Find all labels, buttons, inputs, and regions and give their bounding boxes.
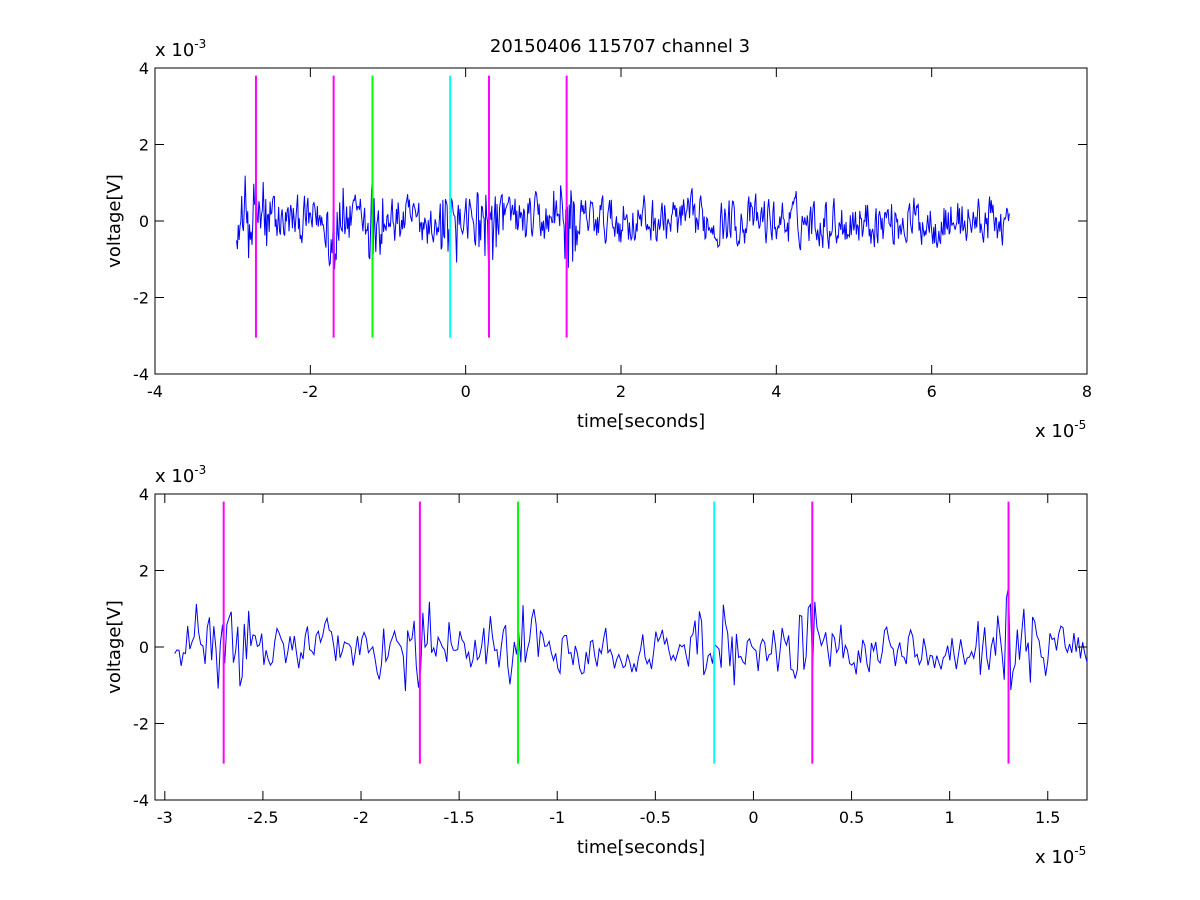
y-tick-label: 2	[139, 136, 149, 155]
x-tick-label: 1	[945, 808, 955, 827]
y-tick-label: 0	[139, 212, 149, 231]
x-exponent-label: x 10-5	[1035, 418, 1086, 442]
x-tick-label: -2	[353, 808, 369, 827]
y-tick-label: 4	[139, 485, 149, 504]
x-tick-label: -1	[549, 808, 565, 827]
x-tick-label: 0.5	[839, 808, 864, 827]
figure-title: 20150406 115707 channel 3	[490, 36, 750, 57]
x-tick-label: 8	[1082, 382, 1092, 401]
x-tick-label: 0	[748, 808, 758, 827]
signal-trace	[236, 175, 1010, 270]
signal-trace	[174, 586, 1087, 692]
y-axis-label: voltage[V]	[104, 600, 125, 694]
y-tick-label: 2	[139, 562, 149, 581]
x-tick-label: 6	[927, 382, 937, 401]
x-tick-label: 2	[616, 382, 626, 401]
x-exponent-label: x 10-5	[1035, 844, 1086, 868]
x-tick-label: -1.5	[444, 808, 475, 827]
x-tick-label: -2.5	[247, 808, 278, 827]
x-tick-label: -0.5	[640, 808, 671, 827]
x-tick-label: 0	[461, 382, 471, 401]
x-tick-label: -3	[157, 808, 173, 827]
y-tick-label: -2	[133, 289, 149, 308]
y-tick-label: -4	[133, 791, 149, 810]
y-axis-label: voltage[V]	[104, 174, 125, 268]
bottom-plot: -3 -2.5 -2 -1.5 -1 -0.5 0 0.5 1 1.5 -4 -2 0 2 4 time[se…	[104, 463, 1088, 868]
x-tick-label: -4	[147, 382, 163, 401]
y-tick-label: 0	[139, 638, 149, 657]
y-tick-label: 4	[139, 59, 149, 78]
y-exponent-label: x 10-3	[155, 37, 206, 61]
x-tick-label: 1.5	[1035, 808, 1060, 827]
top-plot: -4 -2 0 2 4 6 8 -4 -2 0 2 4 time[seconds] voltage[V] x…	[104, 37, 1092, 442]
x-axis-label: time[seconds]	[577, 837, 705, 858]
y-exponent-label: x 10-3	[155, 463, 206, 487]
y-tick-label: -2	[133, 715, 149, 734]
x-tick-label: 4	[771, 382, 781, 401]
x-tick-label: -2	[302, 382, 318, 401]
y-tick-label: -4	[133, 365, 149, 384]
x-axis-label: time[seconds]	[577, 411, 705, 432]
